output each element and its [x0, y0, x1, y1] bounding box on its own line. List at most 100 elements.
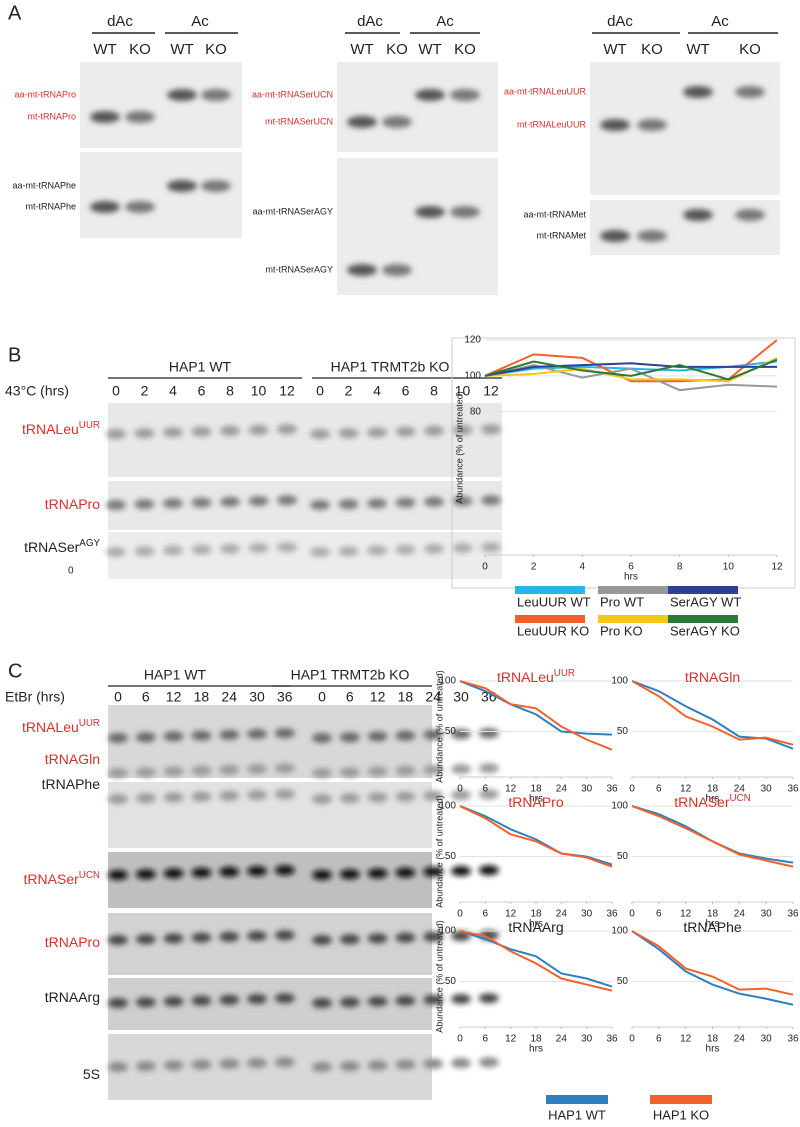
line-series — [459, 680, 613, 736]
row-label-sup: UUR — [79, 718, 100, 729]
x-tick-label: 12 — [505, 909, 517, 920]
time-title: 43°C (hrs) — [5, 383, 69, 399]
gel-band — [191, 867, 212, 878]
gel-band — [310, 547, 330, 557]
row-label: tRNASerUCN — [24, 870, 100, 887]
gel-band — [312, 1062, 332, 1072]
legend-swatch — [598, 586, 668, 594]
gel-band — [108, 998, 128, 1008]
gel-band — [219, 931, 240, 942]
gel-band — [201, 89, 231, 101]
gel-band — [367, 996, 388, 1007]
time-label: 4 — [169, 383, 177, 399]
gel-band — [367, 766, 388, 777]
y-tick-label: 50 — [445, 851, 457, 862]
time-label: 6 — [198, 383, 206, 399]
x-tick-label: 24 — [734, 909, 746, 920]
gel-band — [395, 867, 416, 878]
gel-band — [395, 791, 416, 802]
gel-band — [637, 230, 667, 242]
row-label: 5S — [83, 1066, 100, 1082]
time-label: 24 — [221, 689, 237, 705]
gel-band — [339, 934, 360, 945]
x-tick-label: 30 — [761, 1034, 773, 1045]
x-tick-label: 36 — [787, 1034, 799, 1045]
x-tick-label: 18 — [707, 1034, 719, 1045]
gel-band — [191, 791, 212, 802]
gel-band — [452, 543, 473, 553]
gel-image — [337, 62, 498, 152]
gel-band — [135, 934, 156, 945]
group-header: dAc — [357, 13, 383, 30]
gel-band — [683, 86, 713, 98]
time-label: 4 — [373, 383, 381, 399]
row-label: tRNALeuUUR — [22, 718, 100, 735]
band-label: aa-mt-tRNAMet — [523, 209, 586, 219]
gel-band — [247, 866, 267, 876]
panel-label: B — [8, 344, 21, 366]
row-label: tRNAArg — [45, 989, 100, 1005]
gel-band — [274, 1057, 295, 1068]
gel-band — [220, 496, 240, 507]
row-label-main: tRNAPhe — [42, 776, 101, 792]
gel-band — [167, 180, 197, 192]
band-label: aa-mt-tRNAPhe — [12, 180, 76, 190]
y-tick-label: 50 — [617, 976, 629, 987]
row-label: tRNAPro — [45, 496, 100, 512]
gel-band — [451, 1058, 471, 1068]
gel-band — [735, 86, 765, 98]
time-label: 24 — [425, 689, 441, 705]
gel-band — [163, 731, 184, 742]
x-tick-label: 6 — [483, 784, 489, 795]
group-header: HAP1 TRMT2b KO — [331, 359, 450, 375]
gel-band — [395, 730, 416, 741]
x-tick-label: 18 — [707, 909, 719, 920]
x-tick-label: 24 — [734, 784, 746, 795]
time-title: EtBr (hrs) — [5, 689, 65, 705]
gel-band — [274, 763, 295, 774]
y-tick-label: 50 — [617, 726, 629, 737]
gel-band — [274, 728, 295, 739]
gel-band — [367, 792, 388, 803]
time-label: 30 — [249, 689, 265, 705]
gel-band — [347, 264, 377, 276]
gel-image — [108, 403, 502, 477]
lane-header: WT — [350, 41, 373, 58]
time-label: 6 — [402, 383, 410, 399]
legend-label: LeuUUR WT — [517, 594, 591, 609]
y-tick-label: 80 — [470, 406, 482, 417]
gel-band — [367, 868, 388, 879]
chart-title-main: tRNAGln — [685, 669, 740, 685]
gel-band — [450, 89, 480, 101]
gel-band — [451, 866, 471, 876]
y-axis-label: Abundance (% of untreated) — [434, 795, 444, 908]
band-label: mt-tRNAPhe — [25, 201, 76, 211]
legend-label: HAP1 KO — [653, 1107, 709, 1122]
time-label: 0 — [112, 383, 120, 399]
time-label: 8 — [430, 383, 438, 399]
gel-band — [274, 930, 295, 941]
gel-image — [108, 913, 432, 975]
row-label-sup: AGY — [79, 538, 100, 549]
gel-band — [108, 768, 128, 778]
x-tick-label: 0 — [457, 909, 463, 920]
x-tick-label: 12 — [680, 784, 692, 795]
row-label-main: tRNAPro — [45, 496, 100, 512]
legend-swatch — [668, 615, 738, 623]
gel-band — [339, 767, 360, 778]
line-series — [459, 930, 613, 988]
gel-band — [423, 1058, 444, 1069]
gel-band — [424, 543, 444, 554]
x-tick-label: 12 — [680, 1034, 692, 1045]
x-tick-label: 30 — [761, 784, 773, 795]
gel-band — [163, 498, 183, 509]
time-label: 0 — [114, 689, 122, 705]
gel-band — [339, 869, 360, 880]
line-series — [631, 930, 794, 996]
group-header: HAP1 WT — [144, 667, 207, 683]
gel-band — [219, 729, 240, 740]
gel-band — [382, 116, 412, 128]
x-axis-label: hrs — [529, 919, 543, 930]
